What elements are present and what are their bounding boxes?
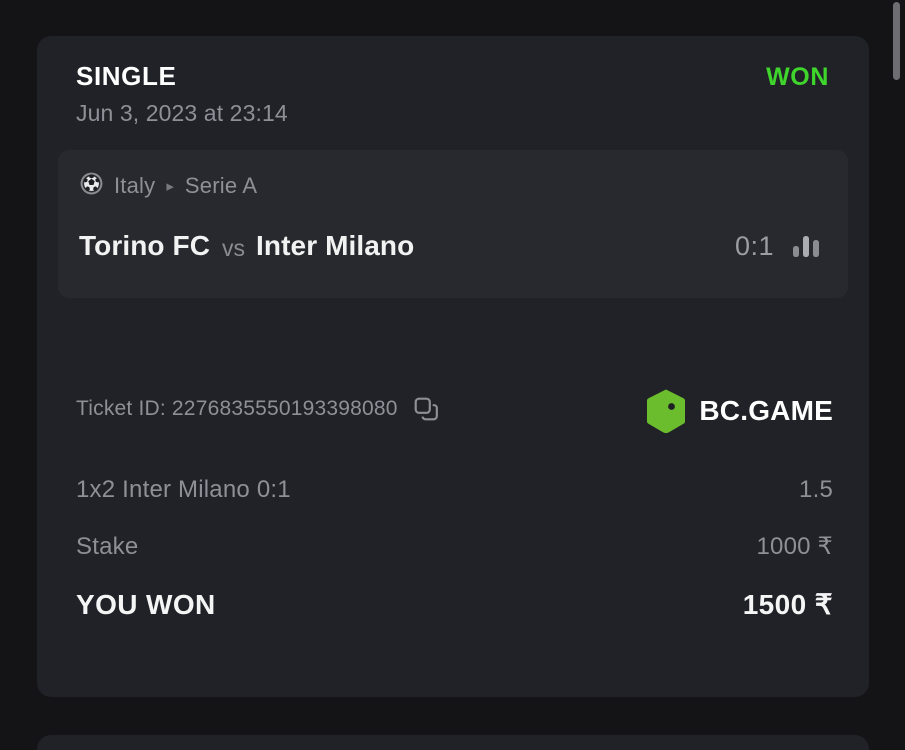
bet-type-label: SINGLE [76,61,177,91]
selection-odds: 1.5 [799,476,833,503]
stake-label: Stake [76,533,139,560]
soccer-ball-icon [79,171,104,201]
breadcrumb-separator-icon: ▸ [166,178,174,195]
match-panel[interactable]: Italy ▸ Serie A Torino FC vs Inter Milan… [58,150,848,298]
league-breadcrumb[interactable]: Italy ▸ Serie A [79,172,822,200]
copy-icon[interactable] [413,396,439,422]
match-score-group: 0:1 [735,227,822,265]
bcgame-logo-icon [645,388,687,434]
brand-logo[interactable]: BC.GAME [645,388,833,434]
payout-amount: 1500 ₹ [742,589,833,620]
bet-card-header: SINGLE Jun 3, 2023 at 23:14 WON [37,36,869,150]
vertical-scrollbar-track[interactable] [893,0,900,750]
vertical-scrollbar-thumb[interactable] [893,2,900,80]
match-teams-row[interactable]: Torino FC vs Inter Milano 0:1 [79,227,822,265]
stake-row: Stake 1000 ₹ [76,532,833,588]
payout-label: YOU WON [76,589,216,620]
ticket-id-label: Ticket ID: 2276835550193398080 [76,397,398,420]
stake-amount: 1000 ₹ [756,533,833,560]
match-score: 0:1 [734,230,774,261]
brand-name-label: BC.GAME [699,395,833,426]
vs-label: vs [222,234,246,261]
bet-slip-card[interactable]: SINGLE Jun 3, 2023 at 23:14 WON [37,36,869,697]
selection-row: 1x2 Inter Milano 0:1 1.5 [76,476,833,532]
league-label: Serie A [184,173,258,198]
status-badge: WON [766,63,829,91]
bet-details: 1x2 Inter Milano 0:1 1.5 Stake 1000 ₹ YO… [76,476,833,646]
bar-chart-icon[interactable] [792,235,822,257]
bet-placed-timestamp: Jun 3, 2023 at 23:14 [76,99,288,126]
away-team-name: Inter Milano [256,230,415,261]
selection-label: 1x2 Inter Milano 0:1 [76,476,291,503]
home-team-name: Torino FC [79,230,211,261]
country-label: Italy [114,173,156,198]
payout-row: YOU WON 1500 ₹ [76,588,833,646]
next-bet-slip-card[interactable] [37,735,869,750]
ticket-id-row: Ticket ID: 2276835550193398080 BC.GAME [76,386,833,434]
